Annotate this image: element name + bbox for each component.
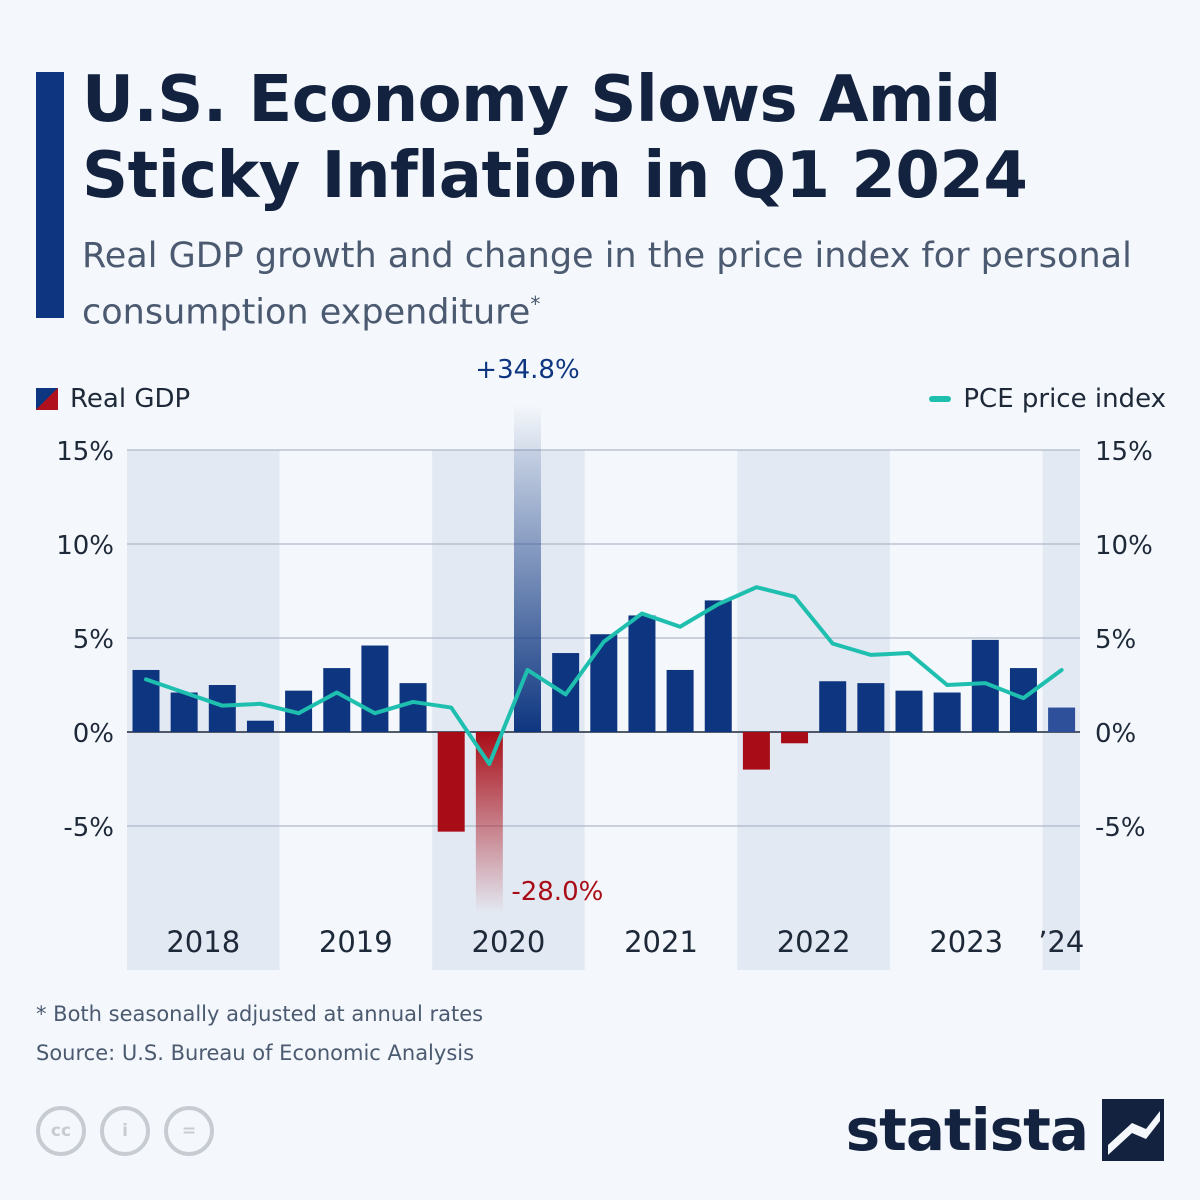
- gdp-trough-annotation: -28.0%: [511, 877, 603, 907]
- gdp-bar: [323, 668, 351, 732]
- gdp-bar: [399, 683, 427, 732]
- gdp-peak-annotation: +34.8%: [475, 355, 579, 385]
- year-label: 2020: [472, 925, 546, 959]
- y-tick-label-right: 5%: [1095, 625, 1136, 655]
- year-label: 2021: [624, 925, 698, 959]
- gdp-swatch-icon: [36, 388, 58, 410]
- source-note: Source: U.S. Bureau of Economic Analysis: [36, 1041, 475, 1065]
- y-tick-label-left: 0%: [73, 719, 114, 749]
- gdp-bar: [514, 405, 541, 732]
- y-tick-label-right: 15%: [1095, 437, 1153, 467]
- statista-logo[interactable]: statista: [846, 1096, 1164, 1164]
- y-tick-label-right: 10%: [1095, 531, 1153, 561]
- pce-line: [144, 585, 1064, 766]
- no-derivatives-icon[interactable]: =: [164, 1106, 214, 1156]
- gdp-bar: [170, 692, 198, 732]
- pce-line-group: [144, 585, 1064, 766]
- pce-swatch-icon: [929, 396, 952, 402]
- attribution-icon[interactable]: i: [100, 1106, 150, 1156]
- gdp-bar: [208, 685, 236, 732]
- y-tick-label-left: 10%: [56, 531, 114, 561]
- gdp-bar: [895, 690, 923, 732]
- gdp-bar: [819, 681, 847, 732]
- chart-subtitle: Real GDP growth and change in the price …: [82, 232, 1142, 337]
- brand-name: statista: [845, 1096, 1089, 1164]
- title-accent-bar: [36, 72, 64, 318]
- footnote: * Both seasonally adjusted at annual rat…: [36, 1002, 484, 1026]
- year-label: 2019: [319, 925, 393, 959]
- gdp-bar: [590, 634, 618, 732]
- gdp-bar: [628, 615, 656, 732]
- gdp-bar: [246, 720, 274, 732]
- gdp-bar: [437, 732, 465, 832]
- gdp-bar: [361, 645, 389, 732]
- year-label: ’24: [1038, 925, 1084, 959]
- gdp-bar: [933, 692, 961, 732]
- gdp-bar: [1048, 707, 1076, 732]
- y-tick-label-right: -5%: [1095, 813, 1146, 843]
- legend-gdp: Real GDP: [36, 384, 190, 414]
- year-label: 2022: [777, 925, 851, 959]
- gdp-bar: [857, 683, 885, 732]
- year-label: 2018: [166, 925, 240, 959]
- y-tick-label-left: 15%: [56, 437, 114, 467]
- cc-icon[interactable]: cc: [36, 1106, 86, 1156]
- gdp-pce-chart: 2018 2019 2020 2021 2022 2023 ’24 15% 15% 10% 10% 5…: [56, 355, 1153, 970]
- statista-mark-icon: [1102, 1099, 1164, 1161]
- y-tick-label-left: 5%: [73, 625, 114, 655]
- gdp-bar: [666, 669, 694, 732]
- chart-title: U.S. Economy Slows Amid Sticky Inflation…: [82, 63, 1028, 213]
- legend-pce: PCE price index: [929, 384, 1166, 414]
- subtitle-text: Real GDP growth and change in the price …: [82, 236, 1132, 333]
- gdp-bar: [781, 732, 809, 744]
- gdp-bar: [742, 732, 770, 770]
- y-tick-label-right: 0%: [1095, 719, 1136, 749]
- gdp-bar: [704, 600, 732, 732]
- legend-pce-label: PCE price index: [963, 384, 1166, 414]
- legend-gdp-label: Real GDP: [70, 384, 191, 414]
- axis-labels: 2018 2019 2020 2021 2022 2023 ’24 15% 15% 10% 10% 5…: [56, 355, 1153, 959]
- y-tick-label-left: -5%: [63, 813, 114, 843]
- subtitle-footnote-marker: *: [530, 292, 541, 316]
- year-label: 2023: [929, 925, 1003, 959]
- license-icons: cc i =: [36, 1106, 214, 1156]
